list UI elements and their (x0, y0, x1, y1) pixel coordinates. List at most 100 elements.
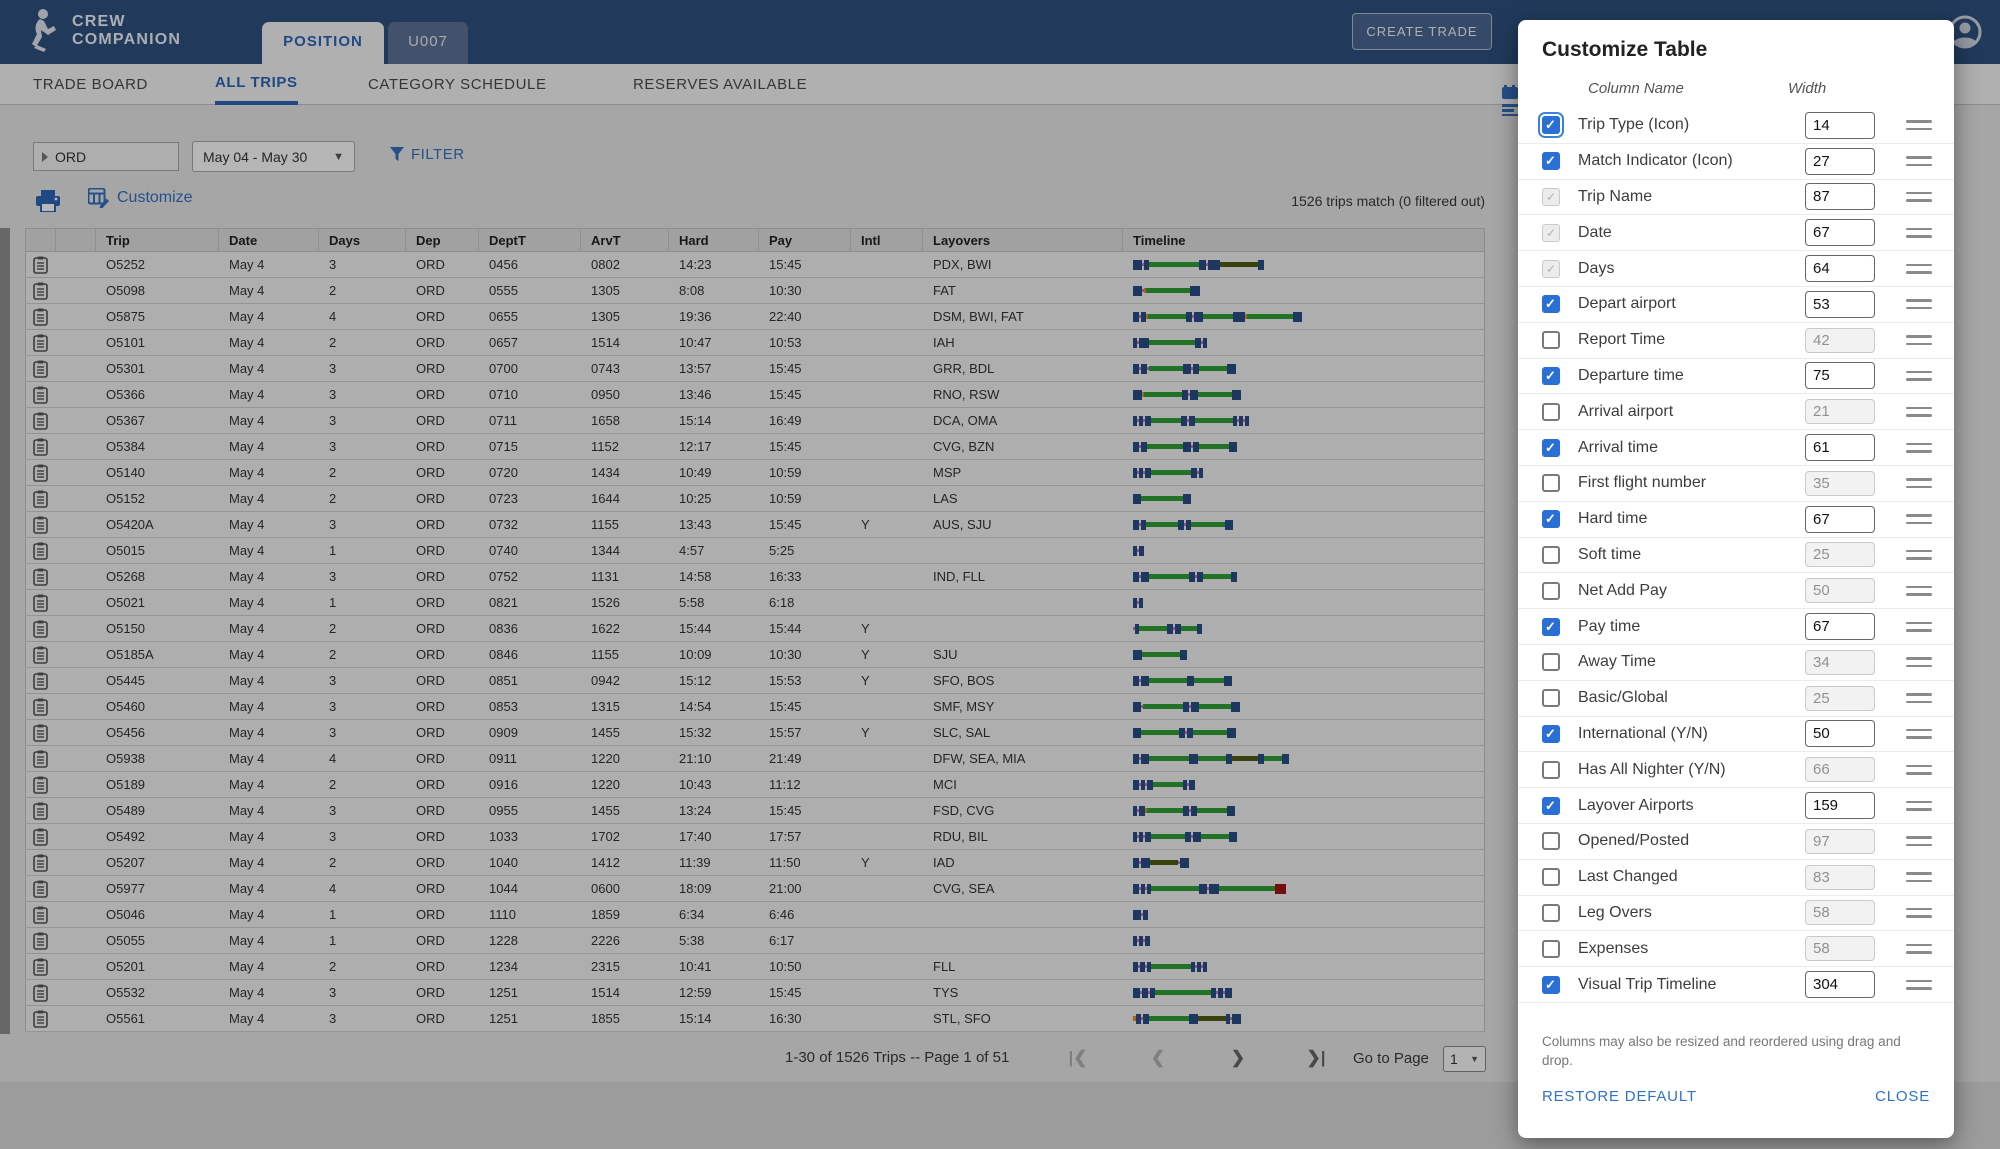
nav-tab-all-trips[interactable]: ALL TRIPS (215, 64, 298, 105)
column-width-input[interactable] (1805, 183, 1875, 211)
column-header-timeline[interactable]: Timeline (1133, 232, 1186, 248)
trip-details-cell[interactable] (26, 932, 56, 950)
drag-handle-icon[interactable] (1906, 227, 1932, 238)
table-row[interactable]: O5366 May 4 3 ORD 0710 0950 13:46 15:45 … (25, 382, 1485, 408)
trip-details-cell[interactable] (26, 334, 56, 352)
column-width-input[interactable] (1805, 505, 1875, 533)
restore-default-button[interactable]: RESTORE DEFAULT (1542, 1088, 1697, 1105)
clipboard-icon[interactable] (33, 932, 48, 950)
trip-details-cell[interactable] (26, 646, 56, 664)
clipboard-icon[interactable] (33, 958, 48, 976)
column-checkbox[interactable] (1542, 366, 1560, 385)
table-row[interactable]: O5460 May 4 3 ORD 0853 1315 14:54 15:45 … (25, 694, 1485, 720)
trip-details-cell[interactable] (26, 620, 56, 638)
clipboard-icon[interactable] (33, 464, 48, 482)
partial-list-icon[interactable] (1502, 104, 1518, 116)
clipboard-icon[interactable] (33, 646, 48, 664)
clipboard-icon[interactable] (33, 282, 48, 300)
table-row[interactable]: O5384 May 4 3 ORD 0715 1152 12:17 15:45 … (25, 434, 1485, 460)
trip-details-cell[interactable] (26, 1010, 56, 1028)
trip-details-cell[interactable] (26, 776, 56, 794)
trip-details-cell[interactable] (26, 958, 56, 976)
print-icon[interactable] (36, 190, 60, 212)
column-checkbox[interactable] (1542, 295, 1560, 314)
table-row[interactable]: O5101 May 4 2 ORD 0657 1514 10:47 10:53 … (25, 330, 1485, 356)
column-checkbox[interactable] (1538, 112, 1564, 139)
table-row[interactable]: O5489 May 4 3 ORD 0955 1455 13:24 15:45 … (25, 798, 1485, 824)
drag-handle-icon[interactable] (1906, 800, 1932, 811)
column-width-input[interactable] (1805, 111, 1875, 139)
column-width-input[interactable] (1805, 290, 1875, 318)
column-checkbox[interactable] (1542, 939, 1560, 958)
trip-details-cell[interactable] (26, 724, 56, 742)
clipboard-icon[interactable] (33, 360, 48, 378)
table-row[interactable]: O5252 May 4 3 ORD 0456 0802 14:23 15:45 … (25, 252, 1485, 278)
clipboard-icon[interactable] (33, 750, 48, 768)
trip-details-cell[interactable] (26, 828, 56, 846)
column-checkbox[interactable] (1542, 581, 1560, 600)
table-row[interactable]: O5301 May 4 3 ORD 0700 0743 13:57 15:45 … (25, 356, 1485, 382)
clipboard-icon[interactable] (33, 620, 48, 638)
column-checkbox[interactable] (1542, 474, 1560, 493)
column-header-intl[interactable]: Intl (851, 229, 923, 251)
drag-handle-icon[interactable] (1906, 764, 1932, 775)
drag-handle-icon[interactable] (1906, 657, 1932, 668)
drag-handle-icon[interactable] (1906, 120, 1932, 131)
column-header-arvt[interactable]: ArvT (581, 229, 669, 251)
drag-handle-icon[interactable] (1906, 191, 1932, 202)
column-header-dep[interactable]: Dep (406, 229, 479, 251)
column-header-date[interactable]: Date (219, 229, 319, 251)
trip-details-cell[interactable] (26, 412, 56, 430)
column-width-input[interactable] (1805, 720, 1875, 748)
position-filter-input[interactable]: ORD (33, 142, 179, 171)
last-page-button[interactable]: ❯| (1306, 1048, 1326, 1067)
nav-tab-trade-board[interactable]: TRADE BOARD (33, 75, 148, 93)
clipboard-icon[interactable] (33, 542, 48, 560)
table-row[interactable]: O5201 May 4 2 ORD 1234 2315 10:41 10:50 … (25, 954, 1485, 980)
table-row[interactable]: O5532 May 4 3 ORD 1251 1514 12:59 15:45 … (25, 980, 1485, 1006)
table-row[interactable]: O5420A May 4 3 ORD 0732 1155 13:43 15:45… (25, 512, 1485, 538)
clipboard-icon[interactable] (33, 698, 48, 716)
trip-details-cell[interactable] (26, 672, 56, 690)
trip-details-cell[interactable] (26, 984, 56, 1002)
clipboard-icon[interactable] (33, 516, 48, 534)
clipboard-icon[interactable] (33, 438, 48, 456)
clipboard-icon[interactable] (33, 880, 48, 898)
column-checkbox[interactable] (1542, 402, 1560, 421)
clipboard-icon[interactable] (33, 386, 48, 404)
clipboard-icon[interactable] (33, 594, 48, 612)
table-row[interactable]: O5021 May 4 1 ORD 0821 1526 5:58 6:18 (25, 590, 1485, 616)
column-width-input[interactable] (1805, 434, 1875, 462)
table-row[interactable]: O5445 May 4 3 ORD 0851 0942 15:12 15:53 … (25, 668, 1485, 694)
drag-handle-icon[interactable] (1906, 442, 1932, 453)
clipboard-icon[interactable] (33, 308, 48, 326)
column-checkbox[interactable] (1542, 331, 1560, 350)
nav-tab-reserves-available[interactable]: RESERVES AVAILABLE (633, 75, 808, 93)
trip-details-cell[interactable] (26, 490, 56, 508)
column-checkbox[interactable] (1542, 868, 1560, 887)
column-checkbox[interactable] (1542, 689, 1560, 708)
first-page-button[interactable]: |❮ (1068, 1048, 1088, 1067)
drag-handle-icon[interactable] (1906, 693, 1932, 704)
trip-details-cell[interactable] (26, 542, 56, 560)
create-trade-button[interactable]: CREATE TRADE (1352, 13, 1492, 50)
tab-u007[interactable]: U007 (388, 22, 468, 64)
table-row[interactable]: O5875 May 4 4 ORD 0655 1305 19:36 22:40 … (25, 304, 1485, 330)
column-header-hard[interactable]: Hard (669, 229, 759, 251)
column-checkbox[interactable] (1542, 975, 1560, 994)
next-page-button[interactable]: ❯ (1230, 1048, 1246, 1067)
table-row[interactable]: O5189 May 4 2 ORD 0916 1220 10:43 11:12 … (25, 772, 1485, 798)
date-range-select[interactable]: May 04 - May 30 ▼ (192, 141, 355, 172)
drag-handle-icon[interactable] (1906, 621, 1932, 632)
trip-details-cell[interactable] (26, 568, 56, 586)
trip-details-cell[interactable] (26, 256, 56, 274)
clipboard-icon[interactable] (33, 802, 48, 820)
drag-handle-icon[interactable] (1906, 335, 1932, 346)
trip-details-cell[interactable] (26, 594, 56, 612)
column-width-input[interactable] (1805, 219, 1875, 247)
goto-page-select[interactable]: 1 ▼ (1443, 1046, 1486, 1072)
column-checkbox[interactable] (1542, 438, 1560, 457)
table-row[interactable]: O5977 May 4 4 ORD 1044 0600 18:09 21:00 … (25, 876, 1485, 902)
table-row[interactable]: O5207 May 4 2 ORD 1040 1412 11:39 11:50 … (25, 850, 1485, 876)
clipboard-icon[interactable] (33, 672, 48, 690)
